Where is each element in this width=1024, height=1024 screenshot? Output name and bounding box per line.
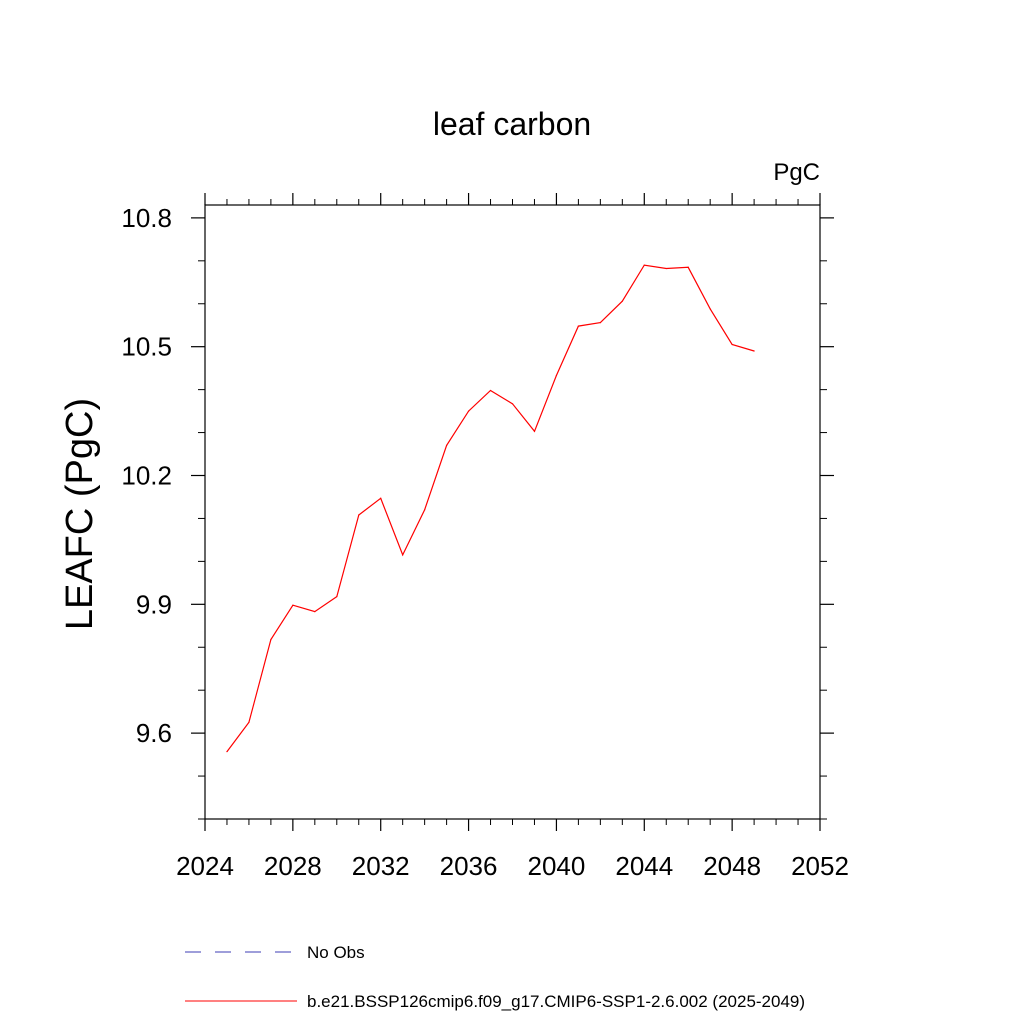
y-tick-label: 10.5 — [121, 332, 172, 362]
x-tick-label: 2032 — [352, 851, 410, 881]
data-point — [358, 514, 360, 516]
x-tick-label: 2036 — [440, 851, 498, 881]
data-point — [314, 611, 316, 613]
legend-label-model-run: b.e21.BSSP126cmip6.f09_g17.CMIP6-SSP1-2.… — [307, 992, 805, 1011]
data-point — [511, 403, 514, 405]
series-layer — [226, 264, 755, 753]
x-tick-label: 2044 — [615, 851, 673, 881]
chart-title: leaf carbon — [433, 106, 591, 142]
legend-label-no-obs: No Obs — [307, 943, 365, 962]
data-point — [380, 497, 382, 499]
y-tick-label: 9.9 — [136, 589, 172, 619]
data-point — [577, 325, 579, 327]
data-point — [709, 308, 711, 310]
data-point — [533, 430, 536, 432]
y-tick-label: 10.2 — [121, 461, 172, 491]
data-point — [292, 604, 294, 606]
y-tick-label: 9.6 — [136, 718, 172, 748]
data-point — [270, 638, 272, 641]
x-tick-label: 2028 — [264, 851, 322, 881]
data-point — [467, 410, 470, 412]
data-point — [643, 264, 645, 266]
x-tick-label: 2052 — [791, 851, 849, 881]
data-point — [665, 267, 667, 270]
data-point — [687, 266, 689, 268]
data-point — [621, 300, 623, 302]
data-point — [226, 750, 228, 753]
units-label: PgC — [773, 159, 820, 186]
y-axis-label: LEAFC (PgC) — [59, 398, 101, 630]
axis-ticks: 2024 2028 2032 2036 2040 2044 2048 2052 9.6 9.9 10… — [121, 193, 849, 881]
x-tick-label: 2040 — [528, 851, 586, 881]
x-tick-label: 2024 — [176, 851, 234, 881]
plot-frame — [204, 204, 821, 820]
legend: No Obs b.e21.BSSP126cmip6.f09_g17.CMIP6-… — [185, 943, 805, 1011]
y-tick-label: 10.8 — [121, 203, 172, 233]
data-point — [248, 721, 250, 723]
data-point — [336, 595, 338, 598]
x-tick-label: 2048 — [703, 851, 761, 881]
data-point — [489, 389, 492, 392]
data-point — [424, 509, 426, 511]
data-point — [599, 322, 601, 324]
data-point — [753, 350, 755, 352]
series-line — [226, 264, 755, 752]
data-point — [446, 444, 448, 447]
data-point — [555, 374, 558, 377]
data-point — [731, 343, 733, 346]
data-point — [402, 554, 404, 556]
